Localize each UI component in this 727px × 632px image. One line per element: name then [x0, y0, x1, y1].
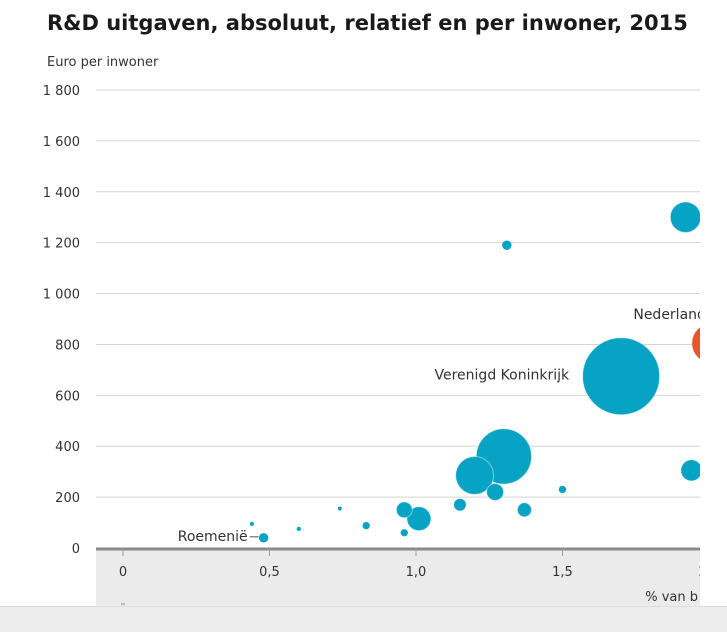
bubble: [258, 533, 269, 543]
bubbles: [249, 201, 727, 543]
x-axis-label: % van b: [645, 590, 698, 605]
y-tick-label: 400: [55, 440, 80, 455]
x-axis-band-rect: [96, 548, 700, 606]
bubble: [455, 456, 495, 495]
gridlines: [96, 89, 700, 498]
chart-title: R&D uitgaven, absoluut, relatief en per …: [47, 11, 688, 35]
bottom-bar: [0, 606, 727, 632]
bubble: [669, 201, 702, 234]
bubble: [680, 459, 703, 482]
x-tick-label: 0: [119, 565, 127, 580]
y-tick-label: 1 600: [43, 135, 80, 150]
country-label: Verenigd Koninkrijk: [435, 367, 570, 383]
x-axis-band: [96, 547, 700, 606]
bubble: [486, 483, 505, 501]
bubble: [337, 506, 342, 511]
y-tick-label: 600: [55, 389, 80, 404]
bubble: [362, 521, 370, 530]
y-tick-label: 800: [55, 338, 80, 353]
x-tick-label: 1,0: [406, 565, 427, 580]
x-tick-label: 0,5: [259, 565, 280, 580]
y-tick-label: 1 200: [43, 237, 80, 252]
y-tick-label: 0: [72, 542, 80, 557]
y-tick-label: 200: [55, 491, 80, 506]
bubble: [582, 337, 661, 416]
bubble: [502, 240, 512, 250]
chart-right-edge: [700, 0, 727, 606]
bubble: [406, 506, 432, 532]
bubble: [558, 485, 567, 494]
y-tick-label: 1 400: [43, 186, 80, 201]
y-axis-label: Euro per inwoner: [47, 55, 159, 70]
x-tick-label: 1,5: [552, 565, 573, 580]
bubble: [453, 498, 466, 511]
bubble: [400, 529, 408, 537]
bubble: [516, 502, 532, 518]
country-label: Nederland: [633, 307, 706, 323]
country-labels: DuitslandFrankrijkVerenigd KoninkrijkNed…: [178, 307, 706, 545]
country-label: Roemenië: [178, 529, 248, 545]
y-tick-label: 1 800: [43, 84, 80, 99]
bubble: [296, 526, 301, 532]
bubble: [249, 521, 254, 526]
y-tick-label: 1 000: [43, 288, 80, 303]
bubble: [395, 501, 413, 519]
y-tick-labels: 0 200 400 600 800 1 000 1 200 1 400 1 600 1 800: [43, 84, 80, 557]
